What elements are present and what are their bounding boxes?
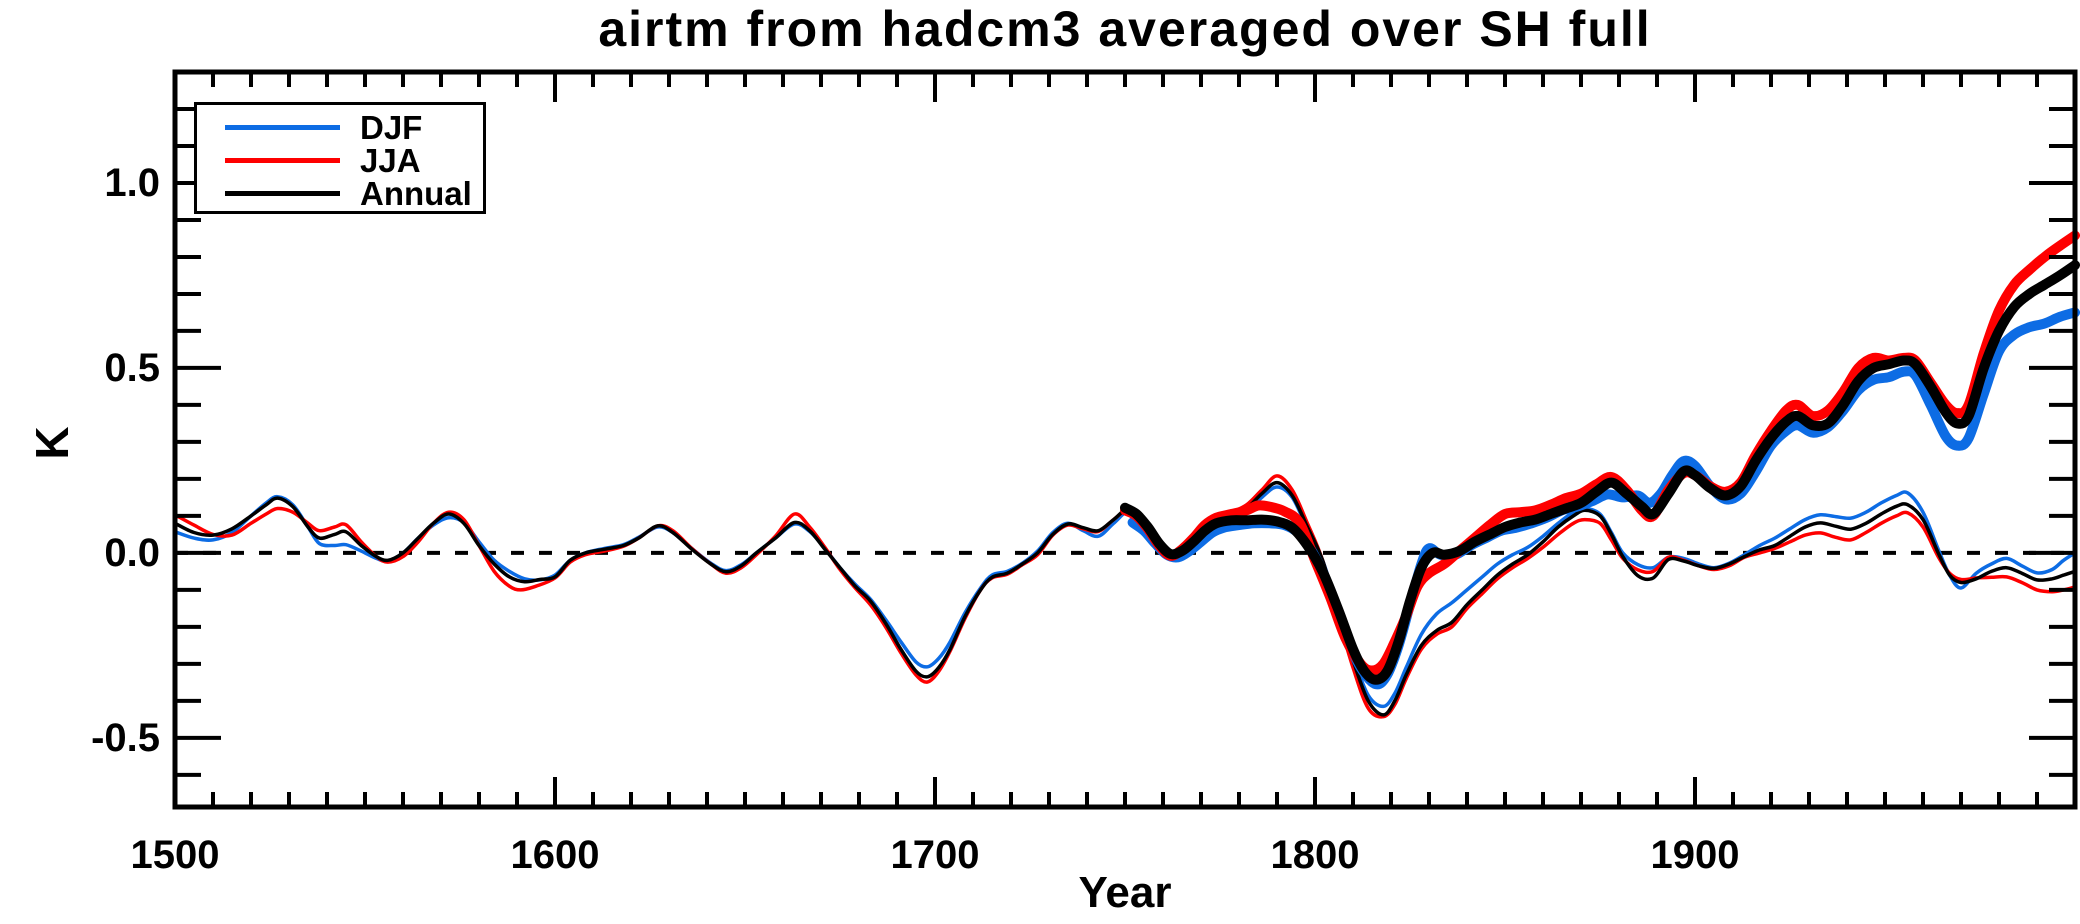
legend-label-annual: Annual <box>360 175 472 212</box>
y-tick-label: 0.0 <box>104 531 160 575</box>
legend: DJF JJA Annual <box>194 102 486 214</box>
y-tick-label: 0.5 <box>104 346 160 390</box>
x-axis-label: Year <box>1078 868 1172 917</box>
djf-line-swatch <box>225 125 340 130</box>
series-line-jja-thick <box>1120 230 2080 676</box>
annual-line-swatch <box>225 191 340 196</box>
series-line-annual-thin <box>173 480 2077 717</box>
legend-item-jja: JJA <box>197 144 483 177</box>
legend-label-djf: DJF <box>360 109 423 146</box>
x-tick-label: 1800 <box>1271 833 1360 877</box>
legend-item-annual: Annual <box>197 177 483 210</box>
series-line-djf-thick <box>1127 307 2080 690</box>
y-axis-label: K <box>26 426 78 460</box>
legend-item-djf: DJF <box>197 111 483 144</box>
y-tick-label: 1.0 <box>104 161 160 205</box>
x-tick-label: 1500 <box>131 833 220 877</box>
series-line-annual-thick <box>1120 260 2080 685</box>
x-tick-label: 1700 <box>891 833 980 877</box>
jja-line-swatch <box>225 158 340 163</box>
x-tick-label: 1900 <box>1651 833 1740 877</box>
x-tick-label: 1600 <box>511 833 600 877</box>
y-tick-label: -0.5 <box>91 716 160 760</box>
chart-title: airtm from hadcm3 averaged over SH full <box>598 1 1652 57</box>
legend-label-jja: JJA <box>360 142 421 179</box>
